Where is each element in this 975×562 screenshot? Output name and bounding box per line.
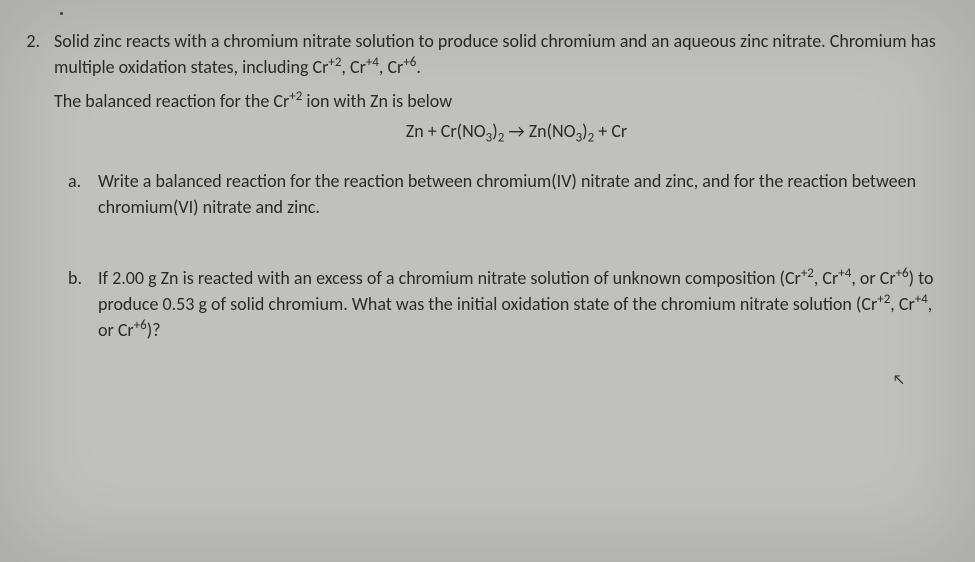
stray-mark <box>60 12 63 15</box>
balanced-equation: Zn + Cr(NO3)2 → Zn(NO3)2 + Cr <box>54 118 939 144</box>
balanced-reaction-lead: The balanced reaction for the Cr+2 ion w… <box>54 88 939 114</box>
part-a-label: a. <box>68 168 86 220</box>
part-a-text: Write a balanced reaction for the reacti… <box>98 168 939 220</box>
question-number: 2. <box>20 28 40 343</box>
cursor-icon: ↖ <box>893 370 905 390</box>
part-a: a. Write a balanced reaction for the rea… <box>54 168 939 220</box>
question-body: Solid zinc reacts with a chromium nitrat… <box>54 28 939 343</box>
part-b-label: b. <box>68 265 86 343</box>
question-2: 2. Solid zinc reacts with a chromium nit… <box>20 28 939 343</box>
intro-text: Solid zinc reacts with a chromium nitrat… <box>54 28 939 80</box>
part-b: b. If 2.00 g Zn is reacted with an exces… <box>54 265 939 343</box>
part-b-text: If 2.00 g Zn is reacted with an excess o… <box>98 265 939 343</box>
